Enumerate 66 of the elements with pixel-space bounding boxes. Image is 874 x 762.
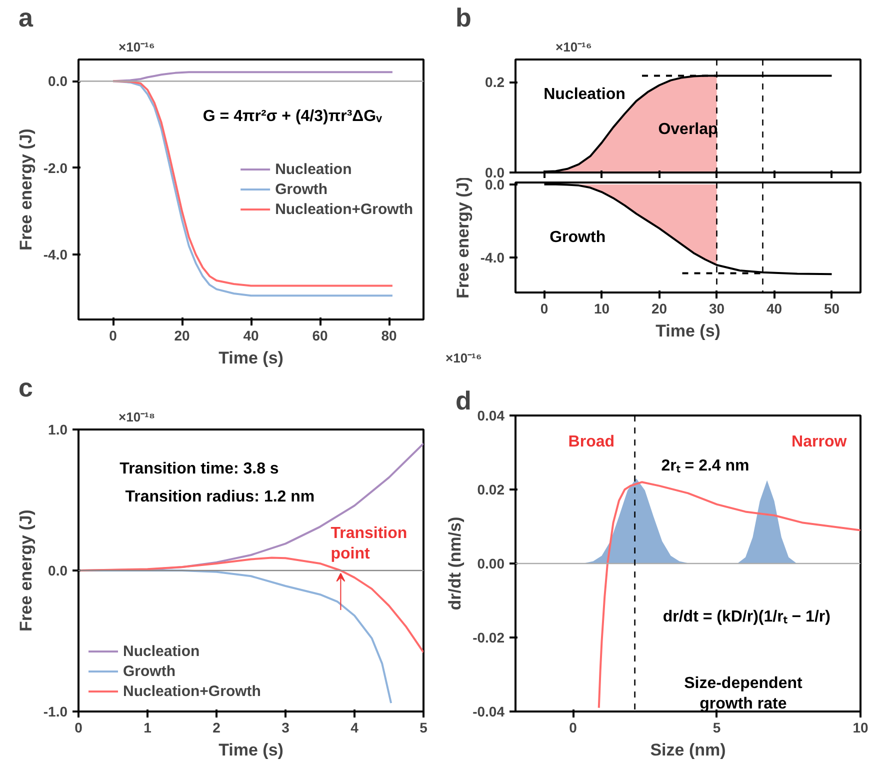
x-tick-label: 60: [312, 328, 328, 344]
y-tick-label: 0.02: [477, 482, 505, 498]
x-tick-label: 0: [74, 720, 83, 736]
annotation: Overlap: [658, 121, 718, 138]
x-tick-label: 5: [712, 720, 721, 736]
x-tick-label: 40: [766, 300, 782, 316]
annotation: Broad: [568, 434, 615, 451]
annotation: Transition radius: 1.2 nm: [125, 488, 315, 506]
annotation: Size-dependent growth rate: [684, 675, 803, 712]
y-tick-label: 0.0: [48, 562, 68, 578]
chart-title: c: [18, 372, 33, 402]
x-axis-title: Size (nm): [650, 740, 726, 760]
x-tick-label: 80: [381, 328, 397, 344]
x-tick-label: 1: [144, 720, 152, 736]
y-tick-label: 0.04: [477, 408, 505, 424]
annotation: Nucleation: [544, 86, 626, 104]
x-axis-title: Time (s): [218, 740, 284, 760]
y-tick-label: 0.0: [48, 73, 68, 90]
x-tick-label: 30: [708, 300, 725, 316]
x-tick-label: 20: [174, 328, 190, 344]
x-tick-label: 50: [824, 300, 840, 316]
y-axis-title: Free energy (J): [16, 128, 36, 250]
x-tick-label: 20: [651, 300, 668, 316]
chart-subtitle: ×10⁻¹⁶: [118, 40, 155, 54]
legend-label: Nucleation+Growth: [123, 682, 261, 700]
legend-label: Nucleation: [275, 160, 352, 178]
annotation: Transition point: [330, 525, 408, 562]
legend-label: Nucleation+Growth: [275, 200, 413, 218]
y-tick-label: 0.00: [477, 556, 505, 572]
y-tick-label: -1.0: [43, 704, 68, 720]
x-tick-label: 2: [212, 720, 221, 736]
chart-title: d: [456, 386, 472, 416]
y-tick-label: 1.0: [48, 422, 68, 438]
y-tick-label: -4.0: [480, 250, 505, 266]
annotation: Transition time: 3.8 s: [120, 460, 279, 478]
y-axis-title: Free energy (J): [16, 510, 36, 632]
x-tick-label: 0: [569, 720, 578, 736]
y-tick-label: -0.02: [472, 630, 505, 646]
x-tick-label: 4: [350, 720, 359, 736]
annotation: dr/dt = (kD/r)(1/rₜ − 1/r): [662, 608, 830, 626]
legend-label: Growth: [275, 180, 328, 198]
x-tick-label: 5: [420, 720, 428, 736]
x-tick-label: 10: [594, 300, 610, 316]
y-tick-label: -0.04: [472, 704, 505, 720]
legend-label: Growth: [123, 662, 176, 680]
annotation: G = 4πr²σ + (4/3)πr³ΔGᵥ: [202, 108, 382, 126]
x-tick-label: 3: [282, 720, 290, 736]
chart-title: a: [18, 2, 34, 32]
x-tick-label: 0: [109, 328, 118, 344]
legend-label: Nucleation: [123, 642, 200, 660]
chart-title: b: [456, 2, 472, 32]
x-axis-title: Time (s): [656, 322, 720, 340]
y-tick-label: 0.2: [485, 74, 505, 90]
y-axis-title: dr/dt (nm/s): [446, 516, 465, 610]
chart-subtitle: ×10⁻¹⁸: [118, 410, 156, 424]
y-tick-label: -2.0: [43, 160, 68, 176]
chart-subtitle: ×10⁻¹⁶: [556, 40, 592, 54]
x-tick-label: 0: [540, 300, 548, 316]
x-axis-title: Time (s): [218, 348, 284, 368]
x-tick-label: 40: [243, 328, 259, 344]
annotation: 2rₜ = 2.4 nm: [661, 457, 750, 474]
text: ×10⁻¹⁶: [446, 350, 482, 366]
annotation: Narrow: [792, 434, 848, 451]
x-tick-label: 10: [852, 720, 868, 736]
y-tick-label: -4.0: [43, 246, 68, 262]
annotation: Growth: [550, 229, 606, 246]
